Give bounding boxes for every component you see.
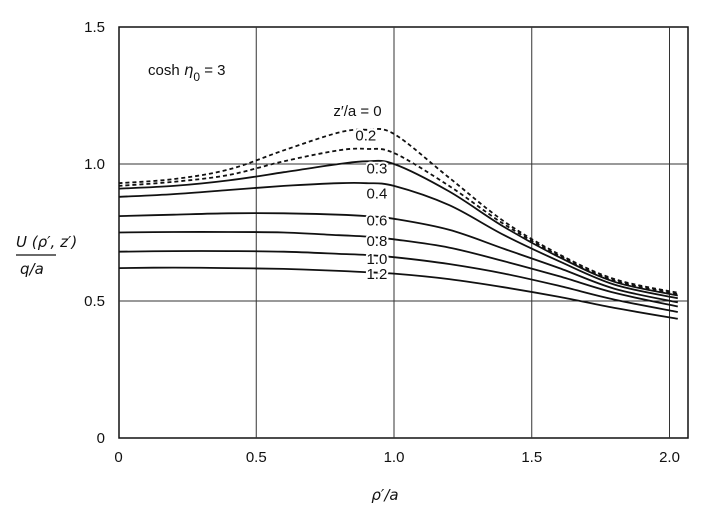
annotation-suffix: = 3 (200, 62, 225, 79)
annotation-eta: η (184, 61, 194, 79)
series-line-0 (118, 128, 678, 294)
axis-ticks: 0 0.5 1.0 1.5 2.0 0 0.5 1.0 1.5 (84, 19, 680, 466)
series-line-3 (118, 181, 678, 300)
series-line-1 (118, 147, 678, 295)
series-label-2: 0.3 (366, 161, 387, 178)
series-label-0: z′/a = 0 (333, 103, 381, 120)
annotation-subscript: 0 (193, 70, 200, 84)
series-line-4 (118, 212, 678, 304)
series-label-4: 0.6 (366, 213, 387, 230)
series-lines (118, 128, 678, 320)
curve-labels: z′/a = 0 0.2 0.3 0.4 0.6 0.81.01.2 (331, 101, 389, 285)
series-label-1: 0.2 (355, 128, 376, 145)
series-label-7: 1.2 (366, 266, 387, 283)
y-tick-label: 0.5 (84, 293, 105, 310)
x-tick-label: 1.5 (521, 449, 542, 466)
y-axis-label-bottom: q/a (20, 260, 44, 278)
x-tick-label: 2.0 (659, 449, 680, 466)
x-tick-label: 0.5 (246, 449, 267, 466)
series-line-5 (118, 231, 678, 308)
x-tick-label: 0 (114, 449, 122, 466)
series-line-6 (118, 250, 678, 313)
annotation-prefix: cosh (148, 62, 184, 79)
y-tick-label: 0 (97, 430, 105, 447)
annotation: cosh η0 = 3 (148, 61, 226, 84)
x-tick-label: 1.0 (384, 449, 405, 466)
y-tick-label: 1.0 (84, 156, 105, 173)
grid (119, 27, 688, 438)
series-label-6: 1.0 (366, 251, 387, 268)
series-line-2 (118, 159, 678, 297)
y-axis-label-top: U (ρ′, z′) (16, 233, 77, 251)
series-label-3: 0.4 (366, 185, 387, 202)
series-label-5: 0.8 (366, 233, 387, 250)
x-axis-label: ρ′/a (371, 486, 398, 504)
y-tick-label: 1.5 (84, 19, 105, 36)
series-line-7 (118, 266, 678, 320)
